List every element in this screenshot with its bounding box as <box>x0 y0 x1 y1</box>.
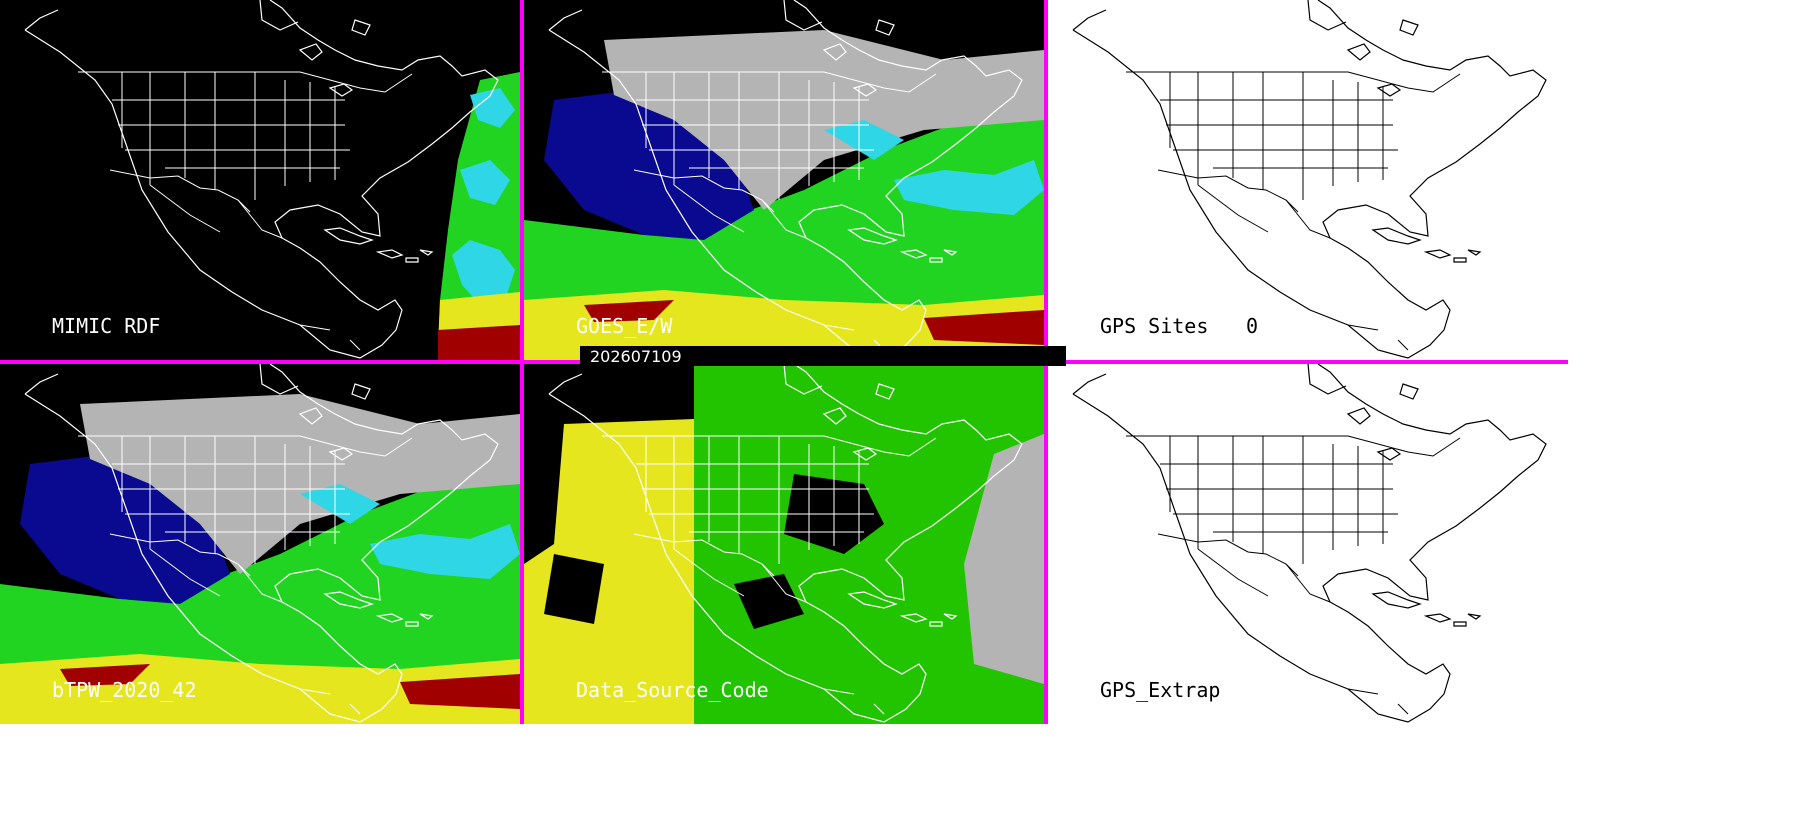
panel-gps-extrap: GPS_Extrap <box>1048 364 1568 724</box>
source-field <box>524 364 1044 724</box>
date-bar <box>580 346 1066 366</box>
panel-background <box>0 0 520 360</box>
panel-label: GOES_E/W <box>576 314 673 338</box>
panel-label: GPS Sites <box>1100 314 1208 338</box>
panel-goes: GOES_E/W <box>524 0 1044 360</box>
panel-label: bTPW_2020_42 <box>52 678 197 702</box>
gps-site-count: 0 <box>1246 314 1258 338</box>
panel-btpw: bTPW_2020_42 <box>0 364 520 724</box>
panel-background <box>1048 364 1568 724</box>
panel-data-source: Data_Source_Code <box>524 364 1044 724</box>
panel-background <box>1048 0 1568 360</box>
date-label: 202607109 <box>590 347 682 366</box>
vertical-divider-left <box>520 0 524 724</box>
panel-label: MIMIC RDF <box>52 314 160 338</box>
panel-label: Data_Source_Code <box>576 678 769 702</box>
panel-mimic: MIMIC RDF <box>0 0 520 360</box>
tpw-field <box>0 394 520 724</box>
panel-gps-sites: GPS Sites 0 <box>1048 0 1568 360</box>
tpw-swath <box>438 72 520 360</box>
panel-label: GPS_Extrap <box>1100 678 1220 702</box>
right-margin <box>1568 0 1800 832</box>
bottom-margin <box>0 724 1800 832</box>
